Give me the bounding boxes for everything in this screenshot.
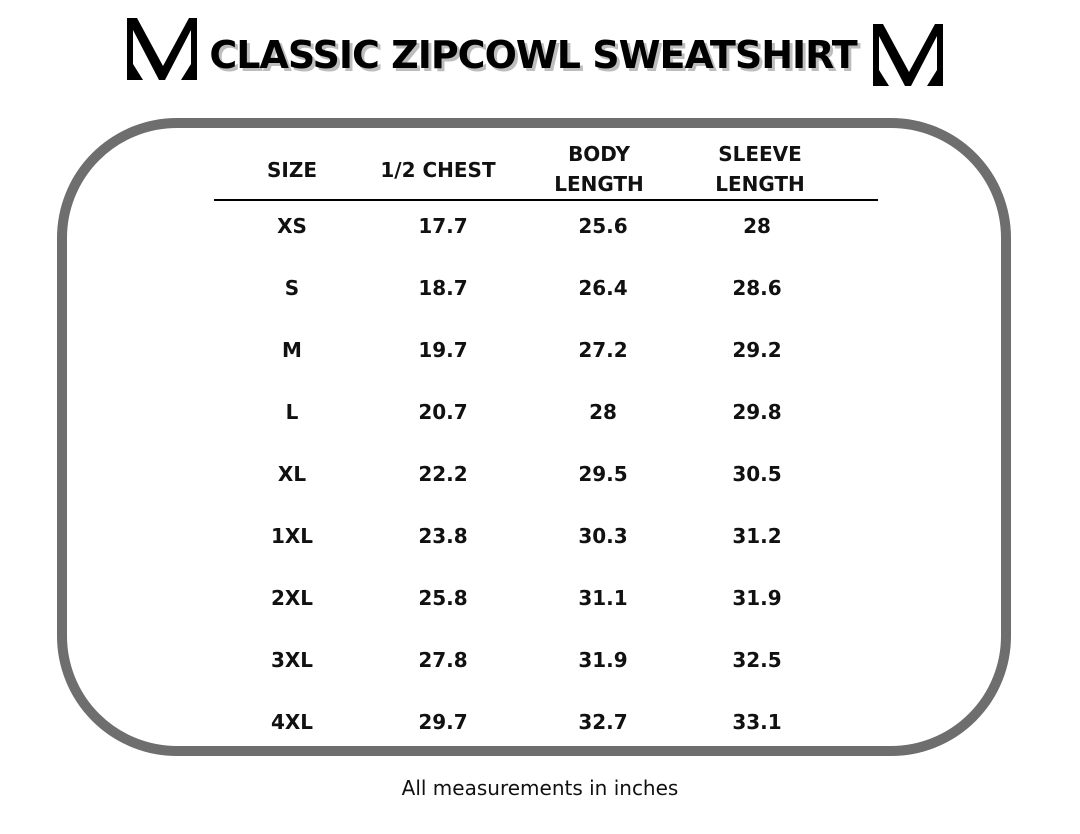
- header-divider: [214, 199, 878, 201]
- cell-body-length: 31.1: [578, 586, 628, 610]
- footnote: All measurements in inches: [401, 776, 679, 800]
- cell-sleeve-length: 29.8: [732, 400, 782, 424]
- cell-size: 4XL: [270, 710, 314, 734]
- size-chart-frame: [57, 118, 1011, 756]
- cell-sleeve-length: 29.2: [732, 338, 782, 362]
- column-header-sleeve-length: SLEEVE LENGTH: [715, 142, 805, 196]
- cell-body-length: 32.7: [578, 710, 628, 734]
- cell-sleeve-length: 28: [743, 214, 771, 238]
- cell-half-chest: 18.7: [418, 276, 468, 300]
- cell-size: 2XL: [270, 586, 314, 610]
- cell-size: L: [285, 400, 299, 424]
- cell-size: M: [282, 338, 302, 362]
- cell-sleeve-length: 33.1: [732, 710, 782, 734]
- page-title: CLASSIC ZIPCOWL SWEATSHIRT: [209, 33, 857, 77]
- cell-size: S: [284, 276, 300, 300]
- v-monogram-icon: [873, 24, 943, 86]
- cell-body-length: 26.4: [578, 276, 628, 300]
- cell-body-length: 28: [589, 400, 617, 424]
- cell-sleeve-length: 31.9: [732, 586, 782, 610]
- cell-sleeve-length: 31.2: [732, 524, 782, 548]
- cell-body-length: 29.5: [578, 462, 628, 486]
- cell-half-chest: 19.7: [418, 338, 468, 362]
- cell-sleeve-length: 32.5: [732, 648, 782, 672]
- cell-half-chest: 22.2: [418, 462, 468, 486]
- cell-half-chest: 23.8: [418, 524, 468, 548]
- cell-body-length: 30.3: [578, 524, 628, 548]
- cell-half-chest: 29.7: [418, 710, 468, 734]
- column-header-body-length: BODY LENGTH: [554, 142, 644, 196]
- cell-body-length: 31.9: [578, 648, 628, 672]
- cell-size: XS: [277, 214, 307, 238]
- cell-sleeve-length: 28.6: [732, 276, 782, 300]
- cell-size: 1XL: [270, 524, 314, 548]
- cell-half-chest: 25.8: [418, 586, 468, 610]
- cell-size: XL: [277, 462, 307, 486]
- cell-half-chest: 27.8: [418, 648, 468, 672]
- cell-size: 3XL: [270, 648, 314, 672]
- column-header-half-chest: 1/2 CHEST: [380, 158, 496, 182]
- cell-half-chest: 17.7: [418, 214, 468, 238]
- cell-sleeve-length: 30.5: [732, 462, 782, 486]
- column-header-size: SIZE: [266, 158, 317, 182]
- v-monogram-icon: [127, 18, 197, 80]
- cell-half-chest: 20.7: [418, 400, 468, 424]
- cell-body-length: 27.2: [578, 338, 628, 362]
- cell-body-length: 25.6: [578, 214, 628, 238]
- header: CLASSIC ZIPCOWL SWEATSHIRT: [0, 0, 1080, 110]
